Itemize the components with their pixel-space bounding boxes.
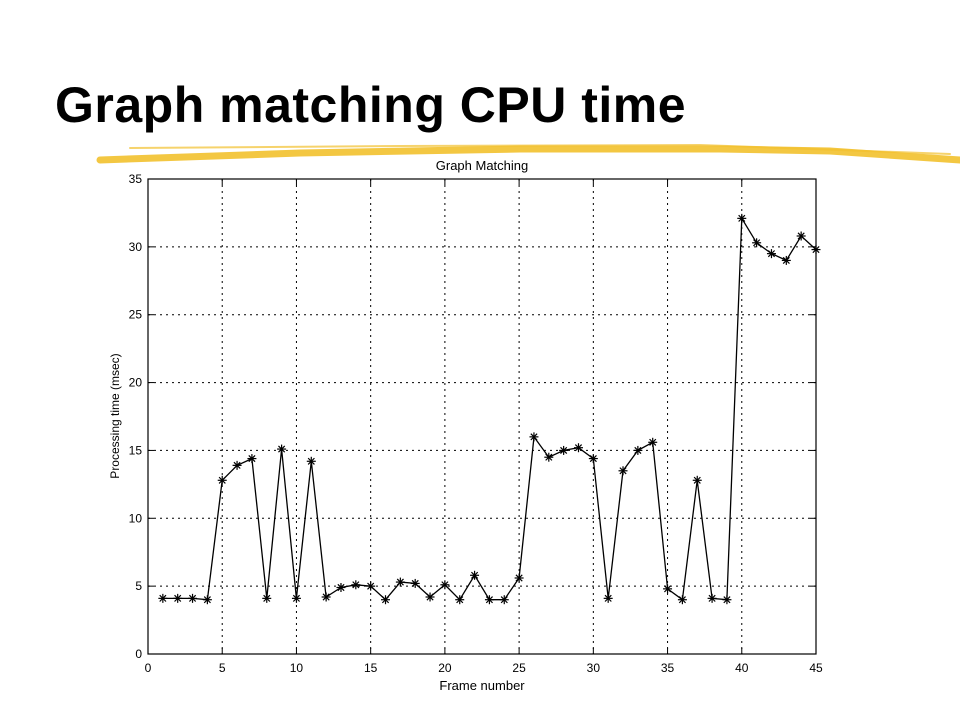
data-point <box>559 445 569 455</box>
underline-brush <box>96 145 960 164</box>
x-tick-label: 25 <box>512 661 526 675</box>
data-point <box>722 595 732 605</box>
data-point <box>603 593 613 603</box>
data-point <box>336 583 346 592</box>
data-point <box>410 578 420 588</box>
data-point <box>217 475 227 485</box>
data-point <box>499 595 509 605</box>
data-point <box>455 595 465 605</box>
y-tick-label: 30 <box>129 240 143 254</box>
series-line <box>162 216 817 601</box>
data-point <box>425 592 435 602</box>
series-markers <box>158 213 821 605</box>
grid-lines <box>148 179 816 654</box>
x-tick-label: 40 <box>735 661 749 675</box>
data-point <box>588 454 598 464</box>
data-point <box>202 595 212 605</box>
data-point <box>247 454 257 464</box>
y-tick-label: 25 <box>129 308 143 322</box>
x-tick-label: 0 <box>145 661 152 675</box>
x-tick-label: 15 <box>364 661 378 675</box>
data-point <box>633 445 643 455</box>
data-point <box>737 213 747 223</box>
y-tick-label: 35 <box>129 172 143 186</box>
tick-marks <box>147 178 817 655</box>
chart-title: Graph Matching <box>436 158 529 173</box>
data-point <box>573 443 583 453</box>
data-point <box>173 593 183 603</box>
data-point <box>158 593 168 603</box>
x-tick-label: 45 <box>809 661 823 675</box>
data-point <box>306 456 316 466</box>
data-point <box>796 231 806 241</box>
data-point <box>395 577 405 587</box>
y-tick-labels: 0 5 10 15 20 25 30 35 <box>129 172 143 661</box>
data-point <box>366 581 376 591</box>
x-tick-labels: 0 5 10 15 20 25 30 35 40 45 <box>145 661 823 675</box>
plot-frame <box>147 178 817 655</box>
data-point <box>529 432 539 442</box>
x-tick-label: 35 <box>661 661 675 675</box>
data-point <box>188 593 198 603</box>
data-point <box>277 444 287 454</box>
data-point <box>262 593 272 603</box>
x-tick-label: 10 <box>290 661 304 675</box>
data-point <box>663 584 673 594</box>
underline-brush-thin <box>129 143 951 155</box>
data-point <box>232 460 242 470</box>
x-tick-label: 5 <box>219 661 226 675</box>
y-tick-label: 0 <box>135 647 142 661</box>
data-point <box>648 437 658 447</box>
x-axis-label: Frame number <box>439 678 525 693</box>
data-point <box>677 595 687 605</box>
data-point <box>707 593 717 603</box>
data-point <box>692 475 702 485</box>
y-axis-label: Processing time (msec) <box>108 353 122 478</box>
data-point <box>484 595 494 605</box>
data-point <box>618 466 628 476</box>
data-point <box>440 580 450 590</box>
y-tick-label: 15 <box>129 443 143 457</box>
data-point <box>351 580 361 590</box>
data-point <box>752 238 762 248</box>
data-point <box>321 592 331 602</box>
x-tick-label: 20 <box>438 661 452 675</box>
data-point <box>766 249 776 259</box>
x-tick-label: 30 <box>587 661 601 675</box>
y-tick-label: 20 <box>129 376 143 390</box>
data-point <box>781 255 791 265</box>
data-point <box>291 593 301 603</box>
y-tick-label: 10 <box>129 511 143 525</box>
data-point <box>811 245 821 255</box>
slide-title: Graph matching CPU time <box>55 77 687 133</box>
data-point <box>381 595 391 605</box>
data-point <box>544 452 554 462</box>
y-tick-label: 5 <box>135 579 142 593</box>
data-point <box>514 573 524 583</box>
data-point <box>470 570 480 580</box>
